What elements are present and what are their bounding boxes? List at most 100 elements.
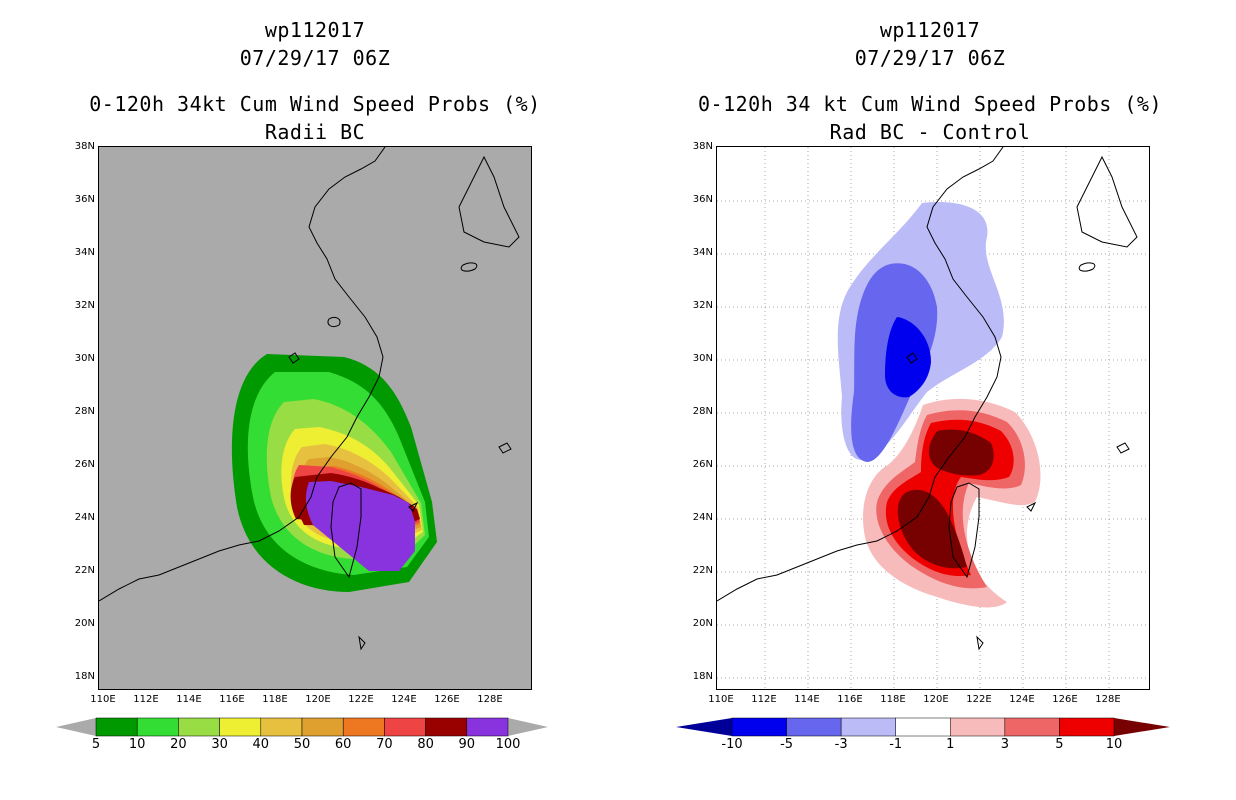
diff-minus5-region — [885, 317, 931, 398]
colorbar-right-arrow — [508, 718, 548, 736]
lon-label: 114E — [176, 694, 202, 705]
coastline — [99, 147, 520, 651]
left-product: 0-120h 34kt Cum Wind Speed Probs (%) — [89, 92, 541, 116]
lat-label: 36N — [74, 194, 95, 205]
colorbar-swatch — [384, 717, 426, 737]
right-storm-id: wp112017 — [879, 18, 981, 42]
colorbar-tick-label: 5 — [91, 737, 101, 752]
colorbar-right-arrow — [1114, 718, 1170, 736]
lon-label: 118E — [262, 694, 288, 705]
lat-label: 18N — [692, 671, 713, 682]
colorbar-swatch — [178, 717, 220, 737]
right-title: wp112017 07/29/17 06Z 0-120h 34 kt Cum W… — [690, 16, 1170, 146]
left-title: wp112017 07/29/17 06Z 0-120h 34kt Cum Wi… — [80, 16, 550, 146]
colorbar-swatch — [840, 717, 896, 737]
colorbar-swatch — [466, 717, 509, 737]
left-storm-id: wp112017 — [264, 18, 366, 42]
colorbar-swatch — [425, 717, 468, 737]
right-map — [716, 146, 1150, 690]
colorbar-tick-label: 10 — [1105, 737, 1123, 752]
lon-label: 116E — [837, 694, 863, 705]
lat-label: 38N — [692, 141, 713, 152]
left-colorbar — [56, 717, 548, 737]
lon-label: 110E — [708, 694, 734, 705]
colorbar-swatch — [301, 717, 344, 737]
colorbar-tick-label: -5 — [780, 737, 794, 752]
colorbar-tick-label: 5 — [1055, 737, 1064, 752]
lat-label: 28N — [692, 406, 713, 417]
lon-label: 126E — [434, 694, 460, 705]
colorbar-swatch — [1004, 717, 1060, 737]
colorbar-swatch — [219, 717, 262, 737]
lon-label: 122E — [348, 694, 374, 705]
diff-plus10-region — [897, 429, 994, 569]
lat-label: 18N — [74, 671, 95, 682]
colorbar-swatch — [895, 717, 951, 737]
colorbar-tick-label: 40 — [252, 737, 270, 752]
lon-label: 114E — [794, 694, 820, 705]
left-subtitle: Radii BC — [264, 120, 366, 144]
colorbar-left-arrow — [56, 718, 96, 736]
right-colorbar — [676, 717, 1170, 737]
lat-label: 32N — [74, 300, 95, 311]
right-coastline — [717, 147, 1138, 651]
lon-label: 112E — [751, 694, 777, 705]
lat-label: 26N — [74, 459, 95, 470]
lat-label: 22N — [74, 565, 95, 576]
lon-label: 116E — [219, 694, 245, 705]
colorbar-left-arrow — [676, 718, 732, 736]
colorbar-tick-label: -3 — [834, 737, 848, 752]
right-date: 07/29/17 06Z — [854, 46, 1006, 70]
lat-label: 36N — [692, 194, 713, 205]
colorbar-tick-label: 10 — [128, 737, 146, 752]
lat-label: 32N — [692, 300, 713, 311]
lon-label: 124E — [1009, 694, 1035, 705]
colorbar-swatch — [342, 717, 385, 737]
colorbar-tick-label: 20 — [170, 737, 187, 752]
lat-label: 34N — [692, 247, 713, 258]
colorbar-swatch — [786, 717, 842, 737]
colorbar-swatch — [136, 717, 179, 737]
colorbar-tick-label: 50 — [293, 737, 311, 752]
colorbar-tick-label: 60 — [334, 737, 352, 752]
lat-label: 20N — [74, 618, 95, 629]
left-date: 07/29/17 06Z — [239, 46, 391, 70]
lon-label: 128E — [477, 694, 503, 705]
colorbar-tick-label: 70 — [376, 737, 393, 752]
right-subtitle: Rad BC - Control — [829, 120, 1031, 144]
lat-label: 24N — [74, 512, 95, 523]
lon-label: 128E — [1095, 694, 1121, 705]
colorbar-tick-label: -1 — [889, 737, 903, 752]
lon-label: 112E — [133, 694, 159, 705]
left-map — [98, 146, 532, 690]
lon-label: 122E — [966, 694, 992, 705]
colorbar-tick-label: 90 — [458, 737, 476, 752]
lon-label: 118E — [880, 694, 906, 705]
colorbar-swatch — [731, 717, 787, 737]
colorbar-swatch — [260, 717, 303, 737]
lon-label: 110E — [90, 694, 116, 705]
colorbar-tick-label: 3 — [1000, 737, 1009, 752]
lat-label: 26N — [692, 459, 713, 470]
colorbar-swatch — [95, 717, 138, 737]
colorbar-tick-label: 1 — [946, 737, 955, 752]
lon-label: 120E — [305, 694, 331, 705]
colorbar-tick-label: 80 — [417, 737, 434, 752]
lat-label: 28N — [74, 406, 95, 417]
right-map-svg — [717, 147, 1149, 689]
lat-label: 34N — [74, 247, 95, 258]
lat-label: 20N — [692, 618, 713, 629]
right-product: 0-120h 34 kt Cum Wind Speed Probs (%) — [697, 92, 1163, 116]
lat-label: 22N — [692, 565, 713, 576]
colorbar-swatch — [1059, 717, 1115, 737]
colorbar-tick-label: -10 — [721, 737, 743, 752]
left-map-svg — [99, 147, 520, 651]
lat-label: 30N — [692, 353, 713, 364]
lat-label: 24N — [692, 512, 713, 523]
lon-label: 120E — [923, 694, 949, 705]
lat-label: 38N — [74, 141, 95, 152]
colorbar-tick-label: 100 — [495, 737, 521, 752]
colorbar-swatch — [950, 717, 1006, 737]
lon-label: 124E — [391, 694, 417, 705]
lon-label: 126E — [1052, 694, 1078, 705]
